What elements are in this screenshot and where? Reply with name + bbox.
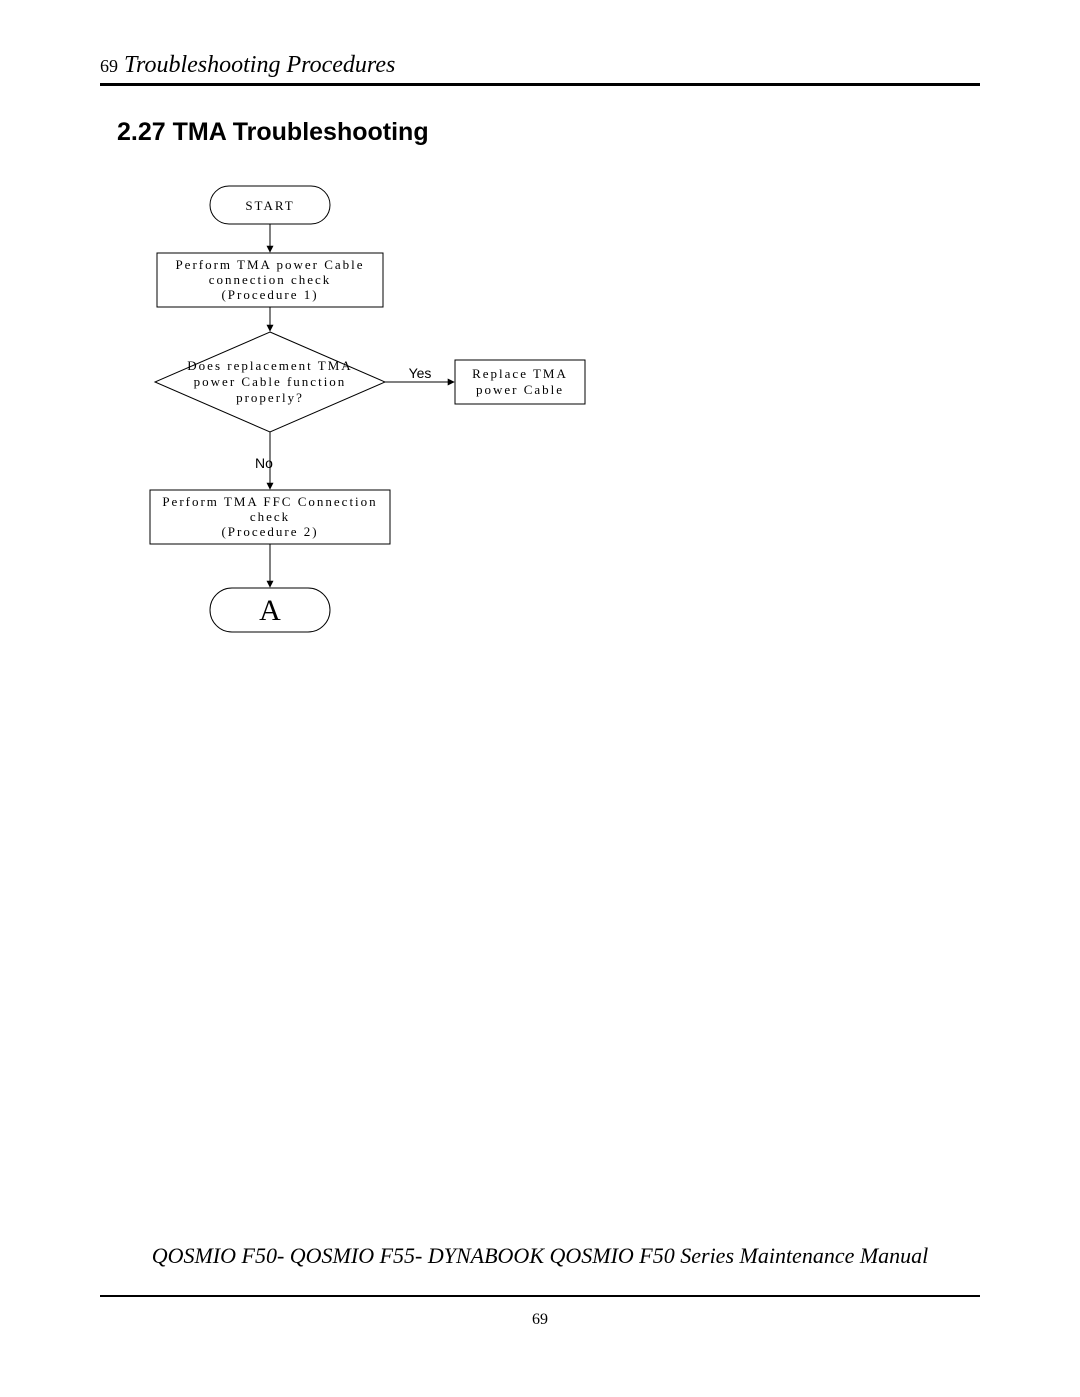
flow-node-decision-line2: power Cable function	[194, 374, 347, 389]
flow-edge-no-label: No	[255, 455, 273, 471]
footer-page-number: 69	[0, 1311, 1080, 1329]
flow-edge-yes-label: Yes	[409, 365, 432, 381]
header-page-number: 69	[100, 56, 118, 77]
flow-node-proc2-line3: (Procedure 2)	[221, 524, 318, 539]
footer-manual-title: QOSMIO F50- QOSMIO F55- DYNABOOK QOSMIO …	[0, 1243, 1080, 1269]
section-heading: 2.27 TMA Troubleshooting	[117, 118, 429, 147]
footer-rule	[100, 1295, 980, 1297]
running-header: 69 Troubleshooting Procedures	[100, 52, 980, 86]
flow-node-decision-line3: properly?	[236, 390, 304, 405]
flow-node-proc2: Perform TMA FFC Connection check (Proced…	[150, 490, 390, 544]
flow-node-replace-line1: Replace TMA	[472, 366, 568, 381]
flow-node-proc1: Perform TMA power Cable connection check…	[157, 253, 383, 307]
flow-node-start: START	[210, 186, 330, 224]
flow-node-replace-line2: power Cable	[476, 382, 564, 397]
flow-node-proc1-line3: (Procedure 1)	[221, 287, 318, 302]
page: 69 Troubleshooting Procedures 2.27 TMA T…	[0, 0, 1080, 1397]
flow-node-proc1-line2: connection check	[209, 272, 332, 287]
flow-node-connector-a: A	[210, 588, 330, 632]
flow-node-proc1-line1: Perform TMA power Cable	[175, 257, 364, 272]
flow-node-decision-line1: Does replacement TMA	[187, 358, 352, 373]
flow-node-start-label: START	[245, 198, 294, 213]
flow-node-replace: Replace TMA power Cable	[455, 360, 585, 404]
flow-node-connector-a-label: A	[259, 594, 281, 627]
flowchart: START Perform TMA power Cable connection…	[120, 180, 640, 660]
flow-node-proc2-line2: check	[250, 509, 290, 524]
flow-node-decision: Does replacement TMA power Cable functio…	[155, 332, 385, 432]
flow-node-proc2-line1: Perform TMA FFC Connection	[162, 494, 377, 509]
header-title: Troubleshooting Procedures	[124, 52, 395, 79]
